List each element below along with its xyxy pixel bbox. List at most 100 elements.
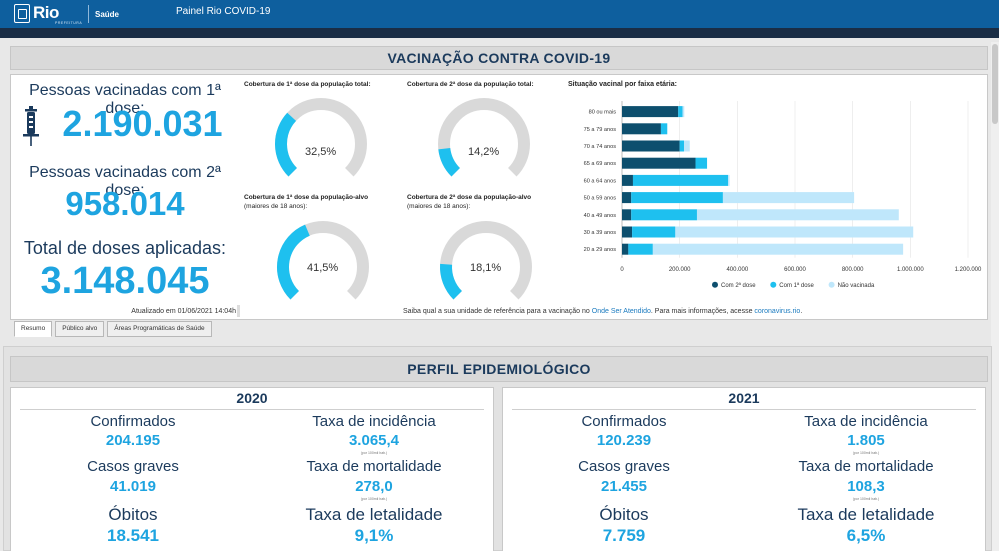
x-tick-label: 400.000 — [726, 267, 748, 273]
y-tick-label: 20 a 29 anos — [584, 247, 617, 253]
bar-segment[interactable] — [683, 140, 690, 152]
first-dose-value: 2.190.031 — [62, 103, 223, 144]
severe-label-2021: Casos graves — [578, 458, 670, 475]
logo-separator — [88, 5, 89, 23]
coronavirus-rio-link[interactable]: coronavirus.rio — [754, 308, 801, 315]
gauge-title-second-total: Cobertura de 2ª dose da população total: — [407, 81, 534, 88]
bar-segment[interactable] — [682, 106, 685, 118]
bar-segment[interactable] — [622, 243, 629, 255]
page-scrollbar-thumb[interactable] — [992, 44, 998, 124]
syringe-icon — [23, 106, 39, 146]
bar-segment[interactable] — [622, 192, 632, 204]
legend-label: Com 1ª dose — [779, 282, 814, 289]
bar-segment[interactable] — [622, 123, 661, 135]
info-text-mid: . Para mais informações, acesse — [650, 308, 753, 315]
bar-segment[interactable] — [722, 192, 855, 204]
bar-segment[interactable] — [632, 174, 729, 186]
top-bar — [0, 0, 999, 28]
y-tick-label: 65 a 69 anos — [584, 161, 617, 167]
x-tick-label: 0 — [620, 267, 624, 273]
confirmed-label-2020: Confirmados — [90, 413, 176, 430]
legend-label: Com 2ª dose — [721, 282, 756, 289]
y-tick-label: 80 ou mais — [589, 110, 617, 116]
vaccination-section-title: VACINAÇÃO CONTRA COVID-19 — [10, 46, 988, 70]
deaths-label-2021: Óbitos — [599, 505, 649, 524]
epidemiology-section-title: PERFIL EPIDEMIOLÓGICO — [10, 356, 988, 382]
view-tabs: Resumo Público alvo Áreas Programáticas … — [14, 321, 212, 337]
y-tick-label: 70 a 74 anos — [584, 144, 617, 150]
bar-segment[interactable] — [679, 140, 684, 152]
bar-segment[interactable] — [631, 209, 697, 221]
gauge-subtitle-second-target: (maiores de 18 anos): — [407, 203, 471, 210]
confirmed-label-2021: Confirmados — [581, 413, 667, 430]
total-doses-label: Total de doses aplicadas: — [23, 238, 227, 258]
deaths-label-2020: Óbitos — [108, 505, 158, 524]
age-group-vaccination-chart: 0 200.000 400.000 600.000 800.000 1.000.000 1.… — [584, 101, 982, 289]
bar-segment[interactable] — [695, 157, 708, 169]
bar-segment[interactable] — [622, 106, 679, 118]
tab-publico-alvo[interactable]: Público alvo — [55, 321, 105, 337]
incidence-value-2021: 1.805 — [847, 432, 885, 449]
y-tick-label: 30 a 39 anos — [584, 230, 617, 236]
year-divider-2021 — [512, 409, 976, 410]
mortality-value-2021: 108,3 — [847, 478, 885, 495]
bar-segment[interactable] — [622, 140, 680, 152]
bar-segment[interactable] — [696, 209, 899, 221]
legend-marker — [828, 281, 835, 288]
bar-segment[interactable] — [622, 157, 696, 169]
bar-segment[interactable] — [652, 243, 904, 255]
logo-subtext: PREFEITURA — [55, 21, 83, 25]
bar-segment[interactable] — [632, 226, 676, 238]
year-panel-2021 — [502, 387, 986, 551]
x-tick-label: 1.200.000 — [955, 267, 982, 273]
chart-title: Situação vacinal por faixa etária: — [568, 81, 677, 88]
gauge-label-first-total: 32,5% — [305, 146, 337, 158]
year-divider-2020 — [20, 409, 484, 410]
bar-segment[interactable] — [728, 174, 730, 186]
total-doses-value: 3.148.045 — [40, 260, 210, 302]
second-dose-value: 958.014 — [65, 185, 185, 222]
severe-value-2020: 41.019 — [110, 478, 156, 495]
gauge-fill — [438, 147, 461, 177]
legend-marker — [770, 281, 777, 288]
y-tick-label: 50 a 59 anos — [584, 196, 617, 202]
severe-label-2020: Casos graves — [87, 458, 179, 475]
bar-segment[interactable] — [678, 106, 683, 118]
mortality-label-2020: Taxa de mortalidade — [306, 458, 442, 475]
mortality-note-2021: (por 100mil hab.) — [852, 497, 880, 501]
tab-resumo[interactable]: Resumo — [14, 321, 53, 337]
mortality-note-2020: (por 100mil hab.) — [360, 497, 388, 501]
onde-ser-atendido-link[interactable]: Onde Ser Atendido — [591, 308, 651, 315]
page-scrollbar[interactable] — [991, 42, 999, 551]
gauge-subtitle-first-target: (maiores de 18 anos): — [244, 203, 308, 210]
x-tick-label: 1.000.000 — [897, 267, 924, 273]
bar-segment[interactable] — [628, 243, 653, 255]
y-tick-label: 60 a 64 anos — [584, 178, 617, 184]
bar-segment[interactable] — [622, 226, 633, 238]
gauge-fill — [275, 112, 298, 177]
gauge-first-dose-total — [275, 98, 367, 177]
bar-segment[interactable] — [675, 226, 914, 238]
top-bar-stripe — [0, 28, 999, 38]
gauge-track — [275, 98, 367, 177]
bar-segment[interactable] — [660, 123, 668, 135]
gauge-title-first-total: Cobertura de 1ª dose da população total: — [244, 81, 371, 88]
gauge-second-dose-total — [438, 98, 530, 177]
info-text-end: . — [800, 308, 803, 315]
incidence-label-2020: Taxa de incidência — [312, 413, 436, 430]
confirmed-value-2020: 204.195 — [105, 432, 161, 449]
lethality-value-2020: 9,1% — [354, 526, 394, 545]
bar-segment[interactable] — [622, 209, 632, 221]
gauge-second-dose-target — [440, 221, 532, 300]
stats-scrollbar[interactable] — [237, 305, 240, 317]
mortality-value-2020: 278,0 — [355, 478, 393, 495]
rio-emblem-icon — [14, 4, 30, 23]
deaths-value-2021: 7.759 — [602, 526, 646, 545]
legend-marker — [712, 281, 718, 288]
year-title-2021: 2021 — [728, 390, 760, 406]
gauge-label-first-target: 41,5% — [307, 262, 339, 274]
bar-segment[interactable] — [631, 192, 723, 204]
tab-areas-programaticas[interactable]: Áreas Programáticas de Saúde — [107, 321, 212, 337]
bar-segment[interactable] — [622, 174, 633, 186]
gauge-track — [438, 98, 530, 177]
